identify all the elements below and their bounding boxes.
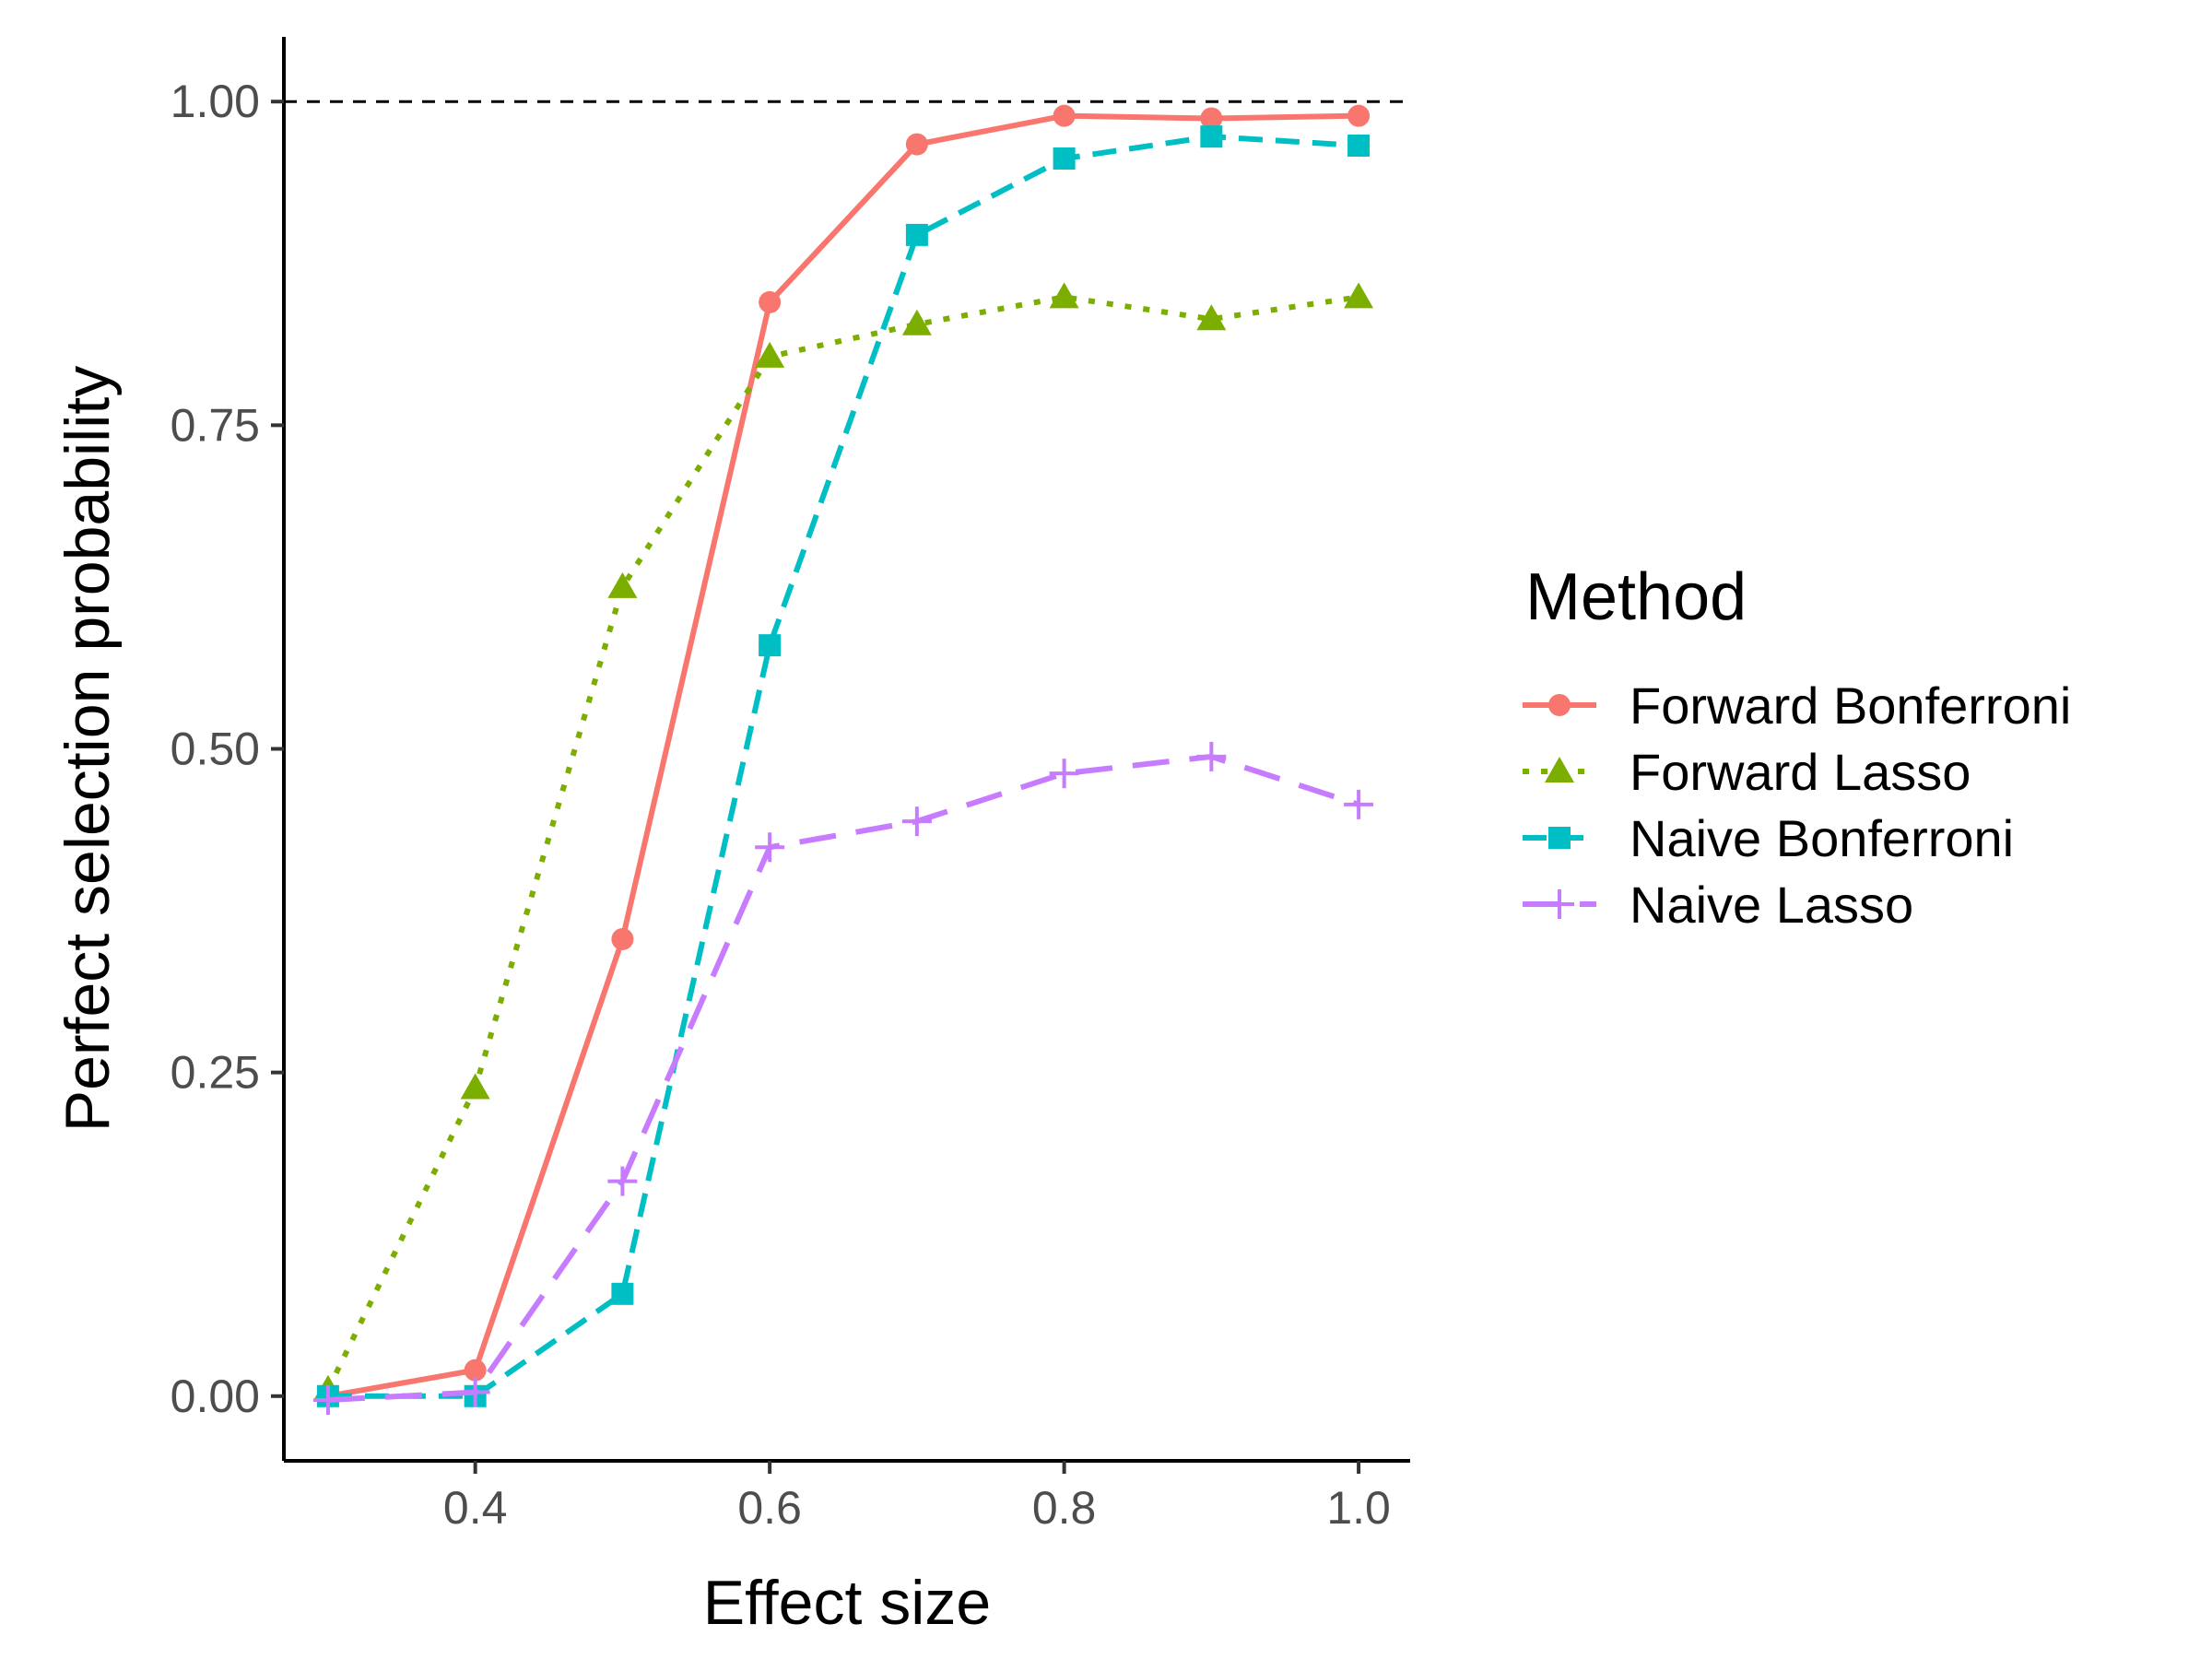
data-point [607, 1166, 638, 1196]
x-tick-label: 0.6 [737, 1482, 802, 1534]
data-point [1053, 104, 1076, 127]
series-1 [312, 282, 1374, 1401]
data-point [1344, 282, 1374, 309]
y-tick-label: 0.00 [171, 1371, 260, 1422]
data-point [460, 1073, 490, 1100]
y-tick-label: 1.00 [171, 76, 260, 127]
data-point [460, 1377, 490, 1407]
y-axis-title: Perfect selection probability [53, 366, 123, 1133]
data-point [901, 309, 932, 335]
y-tick-label: 0.75 [171, 399, 260, 451]
series-2 [316, 125, 1371, 1407]
data-point [1196, 304, 1227, 331]
data-point [755, 341, 785, 368]
data-point [1347, 134, 1371, 157]
data-point [1049, 282, 1079, 309]
data-point [905, 223, 928, 246]
legend-entry: Forward Lasso [1523, 743, 1971, 801]
data-point [611, 927, 634, 950]
legend: Method Forward Bonferroni Forward Lasso Na… [1523, 560, 2071, 934]
series-line [327, 134, 1359, 1399]
legend-key-marker [1548, 827, 1571, 849]
legend-title: Method [1525, 560, 1747, 634]
legend-label: Naive Bonferroni [1630, 809, 2014, 867]
data-point [1196, 741, 1227, 771]
series-line [325, 294, 1359, 1392]
y-tick-label: 0.50 [171, 724, 260, 775]
x-axis-title: Effect size [703, 1568, 991, 1638]
data-point [759, 634, 782, 657]
series-3 [312, 741, 1374, 1415]
series-layer [312, 104, 1374, 1415]
legend-key-marker [1548, 694, 1571, 716]
data-point [1049, 759, 1079, 789]
data-point [464, 1359, 487, 1382]
x-tick-label: 0.4 [443, 1482, 508, 1534]
y-tick-label: 0.25 [171, 1047, 260, 1099]
data-point [755, 832, 785, 863]
data-point [1347, 104, 1371, 127]
series-0 [316, 104, 1371, 1407]
x-tick-label: 1.0 [1326, 1482, 1391, 1534]
data-point [759, 290, 782, 313]
series-line [327, 753, 1360, 1403]
legend-label: Forward Bonferroni [1630, 677, 2071, 735]
legend-label: Naive Lasso [1630, 876, 1913, 934]
series-line [327, 112, 1359, 1399]
data-point [901, 806, 932, 837]
legend-entry: Naive Lasso [1523, 876, 1913, 934]
data-point [312, 1384, 343, 1415]
data-point [1200, 107, 1223, 130]
data-point [607, 571, 638, 598]
legend-label: Forward Lasso [1630, 743, 1971, 801]
legend-entry: Naive Bonferroni [1523, 809, 2014, 867]
data-point [1200, 125, 1223, 148]
legend-key-marker [1545, 889, 1574, 919]
data-point [1053, 147, 1076, 171]
legend-key-marker [1545, 757, 1574, 782]
x-tick-label: 0.8 [1032, 1482, 1097, 1534]
data-point [905, 133, 928, 156]
axes: 0.00 0.25 0.50 0.75 1.00 0.4 0.6 0.8 1.0 [171, 37, 1410, 1534]
data-point [611, 1282, 634, 1305]
legend-entry: Forward Bonferroni [1523, 677, 2071, 735]
data-point [1344, 789, 1374, 819]
